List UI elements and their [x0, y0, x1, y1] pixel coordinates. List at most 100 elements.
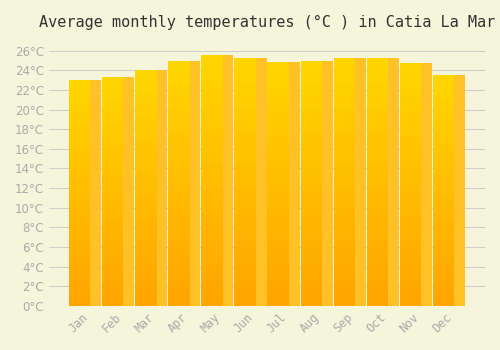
Bar — [201, 105, 222, 113]
Bar — [366, 248, 388, 256]
Bar — [400, 265, 421, 273]
Bar — [234, 140, 256, 149]
Bar — [69, 186, 90, 193]
Bar — [300, 118, 322, 126]
Bar — [300, 298, 322, 306]
Bar — [168, 248, 190, 257]
Bar — [366, 74, 388, 82]
Bar — [201, 80, 222, 88]
Bar — [366, 256, 388, 265]
Bar — [102, 169, 124, 176]
Bar — [69, 223, 90, 231]
Bar — [234, 190, 256, 198]
Bar — [234, 240, 256, 248]
Bar — [366, 231, 388, 240]
Bar — [300, 93, 322, 102]
Bar — [168, 150, 190, 159]
Bar — [168, 142, 190, 150]
Bar — [366, 223, 388, 231]
Bar — [168, 61, 190, 69]
Bar — [300, 110, 322, 118]
Bar — [300, 273, 322, 281]
Bar — [366, 198, 388, 206]
Bar — [168, 265, 190, 273]
Bar — [234, 215, 256, 223]
Bar — [300, 142, 322, 150]
Bar — [69, 133, 90, 140]
Bar — [201, 214, 222, 222]
Bar — [168, 167, 190, 175]
Bar — [300, 281, 322, 289]
Bar — [102, 275, 124, 283]
Bar — [168, 69, 190, 77]
Bar — [300, 61, 322, 69]
Bar — [366, 206, 388, 215]
Bar — [366, 190, 388, 198]
Bar — [69, 178, 90, 186]
Bar — [366, 298, 388, 306]
Bar — [334, 240, 355, 248]
Bar — [400, 217, 421, 225]
Bar — [334, 107, 355, 116]
Bar — [102, 108, 124, 115]
Bar — [268, 103, 289, 111]
Bar — [268, 135, 289, 144]
Bar — [234, 124, 256, 132]
Bar — [268, 289, 289, 298]
Bar — [69, 208, 90, 216]
Bar — [234, 273, 256, 281]
Bar — [234, 206, 256, 215]
Bar — [300, 265, 322, 273]
Bar — [268, 87, 289, 95]
Bar — [179, 61, 201, 306]
Bar — [168, 118, 190, 126]
Bar — [433, 198, 454, 206]
Bar — [234, 281, 256, 289]
Bar — [168, 281, 190, 289]
Bar — [201, 197, 222, 205]
Bar — [135, 78, 156, 86]
Bar — [433, 160, 454, 168]
Bar — [433, 283, 454, 290]
Bar — [135, 228, 156, 235]
Bar — [234, 58, 256, 66]
Bar — [201, 180, 222, 189]
Bar — [69, 216, 90, 223]
Bar — [201, 205, 222, 214]
Bar — [268, 209, 289, 217]
Bar — [268, 265, 289, 273]
Bar — [300, 183, 322, 191]
Bar — [400, 185, 421, 193]
Bar — [168, 289, 190, 298]
Bar — [212, 55, 234, 306]
Bar — [201, 155, 222, 163]
Bar — [168, 93, 190, 102]
Bar — [334, 215, 355, 223]
Bar — [102, 85, 124, 92]
Bar — [102, 92, 124, 100]
Bar — [69, 276, 90, 283]
Bar — [168, 175, 190, 183]
Bar — [366, 58, 388, 66]
Bar — [135, 290, 156, 298]
Bar — [69, 103, 90, 110]
Bar — [69, 291, 90, 298]
Bar — [444, 75, 465, 306]
Bar — [168, 85, 190, 93]
Bar — [334, 273, 355, 281]
Bar — [366, 273, 388, 281]
Bar — [268, 160, 289, 168]
Bar — [334, 190, 355, 198]
Bar — [334, 116, 355, 124]
Bar — [112, 77, 134, 306]
Bar — [268, 168, 289, 176]
Bar — [135, 259, 156, 267]
Bar — [234, 74, 256, 82]
Bar — [268, 176, 289, 184]
Bar — [168, 110, 190, 118]
Bar — [102, 77, 124, 85]
Bar — [433, 137, 454, 145]
Bar — [400, 144, 421, 152]
Bar — [80, 80, 101, 306]
Bar — [400, 104, 421, 112]
